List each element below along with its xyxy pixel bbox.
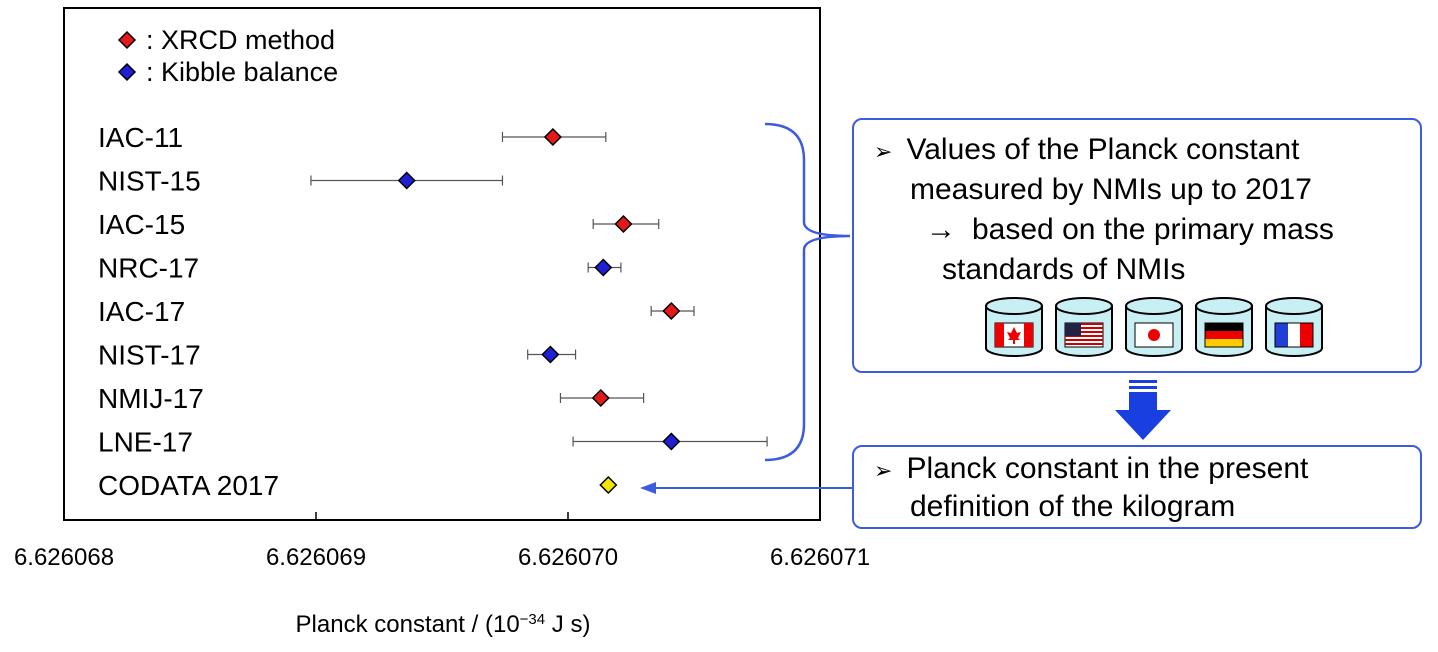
category-label: IAC-17 (98, 296, 185, 327)
category-label: NIST-17 (98, 340, 201, 371)
data-point (543, 127, 562, 147)
category-label: NMIJ-17 (98, 383, 204, 414)
japan-flag-icon (1124, 296, 1184, 358)
legend-marker (117, 62, 137, 82)
bullet-icon: ➢ (874, 139, 893, 164)
data-point (594, 258, 613, 277)
data-point (662, 432, 681, 451)
data-point (591, 388, 610, 408)
x-axis: 6.626068 6.626069 6.626070 6.626071 (14, 512, 870, 571)
data-point (599, 475, 618, 495)
definition-line-2: definition of the kilogram (910, 490, 1236, 523)
bracket (764, 122, 851, 462)
flag-cylinders (984, 296, 1324, 358)
info-line-2: measured by NMIs up to 2017 (910, 173, 1312, 206)
kilogram-definition-box: ➢ Planck constant in the present definiti… (852, 445, 1422, 529)
nmi-values-box: ➢ Values of the Planck constant measured … (852, 118, 1422, 373)
info-line-4: standards of NMIs (942, 253, 1186, 286)
x-tick-label: 6.626071 (770, 544, 870, 571)
definition-line-1: Planck constant in the present (906, 452, 1309, 485)
legend: : XRCD method: Kibble balance (117, 25, 338, 87)
bullet-icon: ➢ (874, 458, 893, 483)
data-point (614, 214, 633, 234)
data-point (541, 345, 560, 364)
x-tick-label: 6.626068 (14, 544, 114, 571)
plot-area (63, 7, 821, 521)
codata-pointer-arrowhead (640, 482, 656, 494)
category-label: NRC-17 (98, 253, 199, 284)
usa-flag-icon (1054, 296, 1114, 358)
canada-flag-icon (984, 296, 1044, 358)
brace (764, 122, 851, 462)
category-label: IAC-11 (98, 122, 183, 153)
data-series: IAC-11 NIST-15 IAC-15 NRC-17 IAC-17 NIST-17 NM… (98, 122, 768, 501)
x-tick-label: 6.626070 (518, 544, 618, 571)
category-label: LNE-17 (98, 427, 193, 458)
data-point (662, 301, 681, 321)
x-axis-label: Planck constant / (10−34 J s) (296, 611, 591, 639)
category-label: CODATA 2017 (98, 470, 279, 501)
category-label: NIST-15 (98, 166, 201, 197)
right-arrow-icon: → (926, 213, 956, 246)
france-flag-icon (1264, 296, 1324, 358)
legend-label: : Kibble balance (146, 57, 338, 87)
category-label: IAC-15 (98, 209, 185, 240)
germany-flag-icon (1194, 296, 1254, 358)
info-line-1: Values of the Planck constant (906, 133, 1300, 166)
legend-marker (117, 30, 137, 50)
x-tick-label: 6.626069 (266, 544, 366, 571)
legend-label: : XRCD method (146, 25, 335, 55)
info-line-3: based on the primary mass (972, 213, 1334, 246)
data-point (397, 171, 416, 190)
down-arrow-icon (1115, 380, 1171, 440)
